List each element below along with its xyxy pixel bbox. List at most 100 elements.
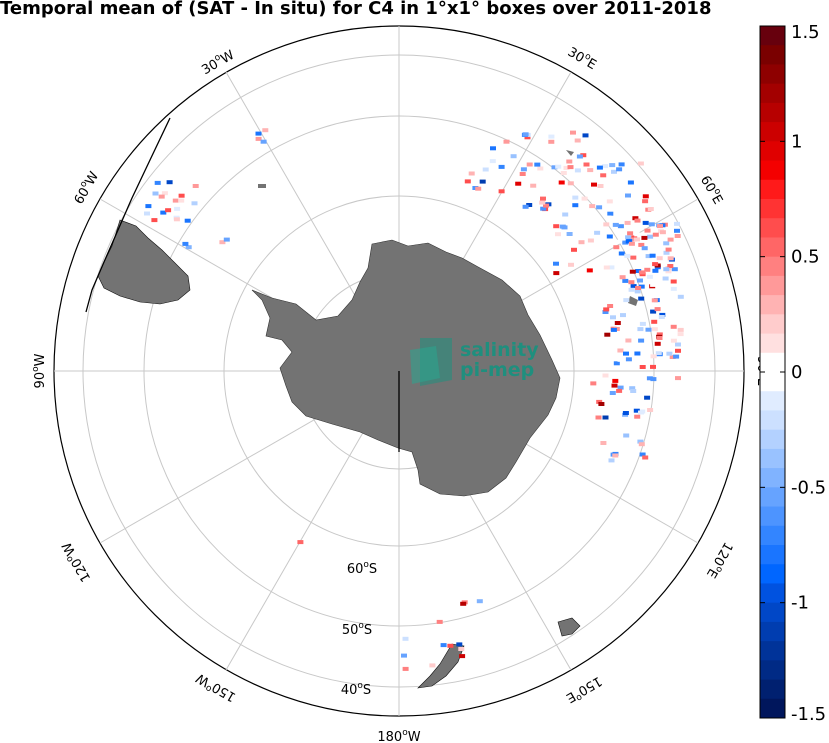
data-box <box>611 169 617 174</box>
data-box <box>675 376 681 381</box>
colorbar-cell <box>760 429 785 450</box>
data-box <box>646 376 653 381</box>
data-box <box>600 173 607 178</box>
logo-mark-back <box>410 346 440 384</box>
data-box <box>602 310 609 314</box>
data-box <box>530 183 537 188</box>
colorbar-cell <box>760 237 785 258</box>
colorbar-ticks: 1.5 1 0.5 0 -0.5 -1 -1.5 <box>760 22 826 725</box>
data-box <box>628 280 635 285</box>
data-box <box>596 205 603 210</box>
data-box <box>609 391 616 395</box>
colorbar-cell <box>760 179 785 200</box>
colorbar-cell <box>760 160 785 181</box>
logo-text-line2: pi-mep <box>460 359 534 381</box>
colorbar-cell <box>760 487 785 508</box>
data-box <box>638 338 645 343</box>
data-box <box>663 241 670 246</box>
data-box <box>634 289 641 294</box>
colorbar-cell <box>760 468 785 488</box>
data-box <box>624 253 631 258</box>
data-box <box>151 218 158 223</box>
data-box <box>625 357 632 362</box>
data-box <box>658 315 665 319</box>
data-box <box>440 643 447 648</box>
data-box <box>539 200 546 205</box>
data-box <box>402 636 409 641</box>
data-box <box>580 153 587 158</box>
meridian-label-60w: 60oW <box>70 168 102 207</box>
data-box <box>554 178 561 183</box>
data-box <box>648 222 655 227</box>
data-box <box>574 138 581 143</box>
data-box <box>598 402 605 406</box>
figure-title: Temporal mean of (SAT - In situ) for C4 … <box>0 0 711 19</box>
data-box <box>572 195 579 200</box>
data-box <box>634 351 641 356</box>
data-box <box>677 294 684 299</box>
data-box <box>582 133 589 138</box>
data-box <box>650 377 657 382</box>
colorbar-cell <box>760 506 785 527</box>
data-box <box>655 351 662 356</box>
data-box <box>522 204 529 209</box>
data-box <box>627 180 634 185</box>
data-box <box>656 336 663 340</box>
data-box <box>667 237 674 242</box>
data-box <box>612 222 619 227</box>
data-box <box>625 239 632 244</box>
data-box <box>632 216 639 221</box>
colorbar-cells <box>760 26 785 719</box>
data-box <box>402 666 409 671</box>
data-box <box>638 284 645 289</box>
data-box <box>675 348 681 353</box>
data-box <box>647 408 654 412</box>
data-box <box>625 235 632 240</box>
data-box <box>595 415 602 420</box>
data-box <box>642 220 649 225</box>
data-box <box>166 180 173 185</box>
data-box <box>436 619 443 624</box>
colorbar-cell <box>760 679 785 700</box>
colorbar-cell <box>760 102 785 123</box>
data-box <box>581 196 588 201</box>
data-box <box>614 321 621 325</box>
data-box <box>561 225 568 230</box>
data-box <box>600 269 607 274</box>
colorbar-cell <box>760 372 785 392</box>
data-box <box>609 163 616 168</box>
data-box <box>178 198 185 203</box>
data-box <box>591 182 597 187</box>
data-box <box>649 253 656 258</box>
data-box <box>639 365 646 369</box>
data-box <box>634 218 641 223</box>
data-box <box>673 354 680 359</box>
data-box <box>161 191 168 196</box>
data-box <box>587 168 594 173</box>
data-box <box>670 279 677 284</box>
data-box <box>617 385 624 390</box>
data-box <box>562 212 569 217</box>
data-box <box>634 237 640 242</box>
data-box <box>630 284 637 289</box>
data-box <box>630 389 637 393</box>
data-box <box>160 210 167 215</box>
data-box <box>635 286 642 290</box>
data-box <box>656 332 663 337</box>
data-box <box>638 296 645 301</box>
data-box <box>182 241 189 246</box>
data-box <box>644 267 651 272</box>
data-box <box>526 162 533 167</box>
data-box <box>667 256 674 261</box>
data-box <box>551 165 558 170</box>
data-boxes-layer <box>144 128 684 671</box>
data-box <box>594 230 601 235</box>
data-box <box>607 211 614 216</box>
colorbar-tick-label: -1 <box>791 593 809 614</box>
data-box <box>606 199 613 204</box>
data-box <box>642 194 649 199</box>
colorbar-cell <box>760 122 785 142</box>
data-box <box>498 189 505 194</box>
data-box <box>520 167 527 172</box>
meridian-label-120e: 120oE <box>703 539 737 581</box>
